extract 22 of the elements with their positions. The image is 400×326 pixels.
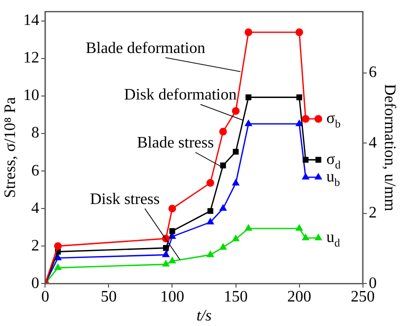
y2-axis-title: Deformation, u/mm <box>381 84 398 212</box>
y-tick-label: 4 <box>31 200 40 217</box>
annotation: Blade stress <box>136 134 214 152</box>
y2-tick-label: 2 <box>368 204 377 222</box>
y-tick-label: 14 <box>23 12 40 30</box>
y-tick-label: 6 <box>31 162 40 180</box>
y2-tick-label: 6 <box>368 64 377 82</box>
annotation: Disk stress <box>90 190 160 208</box>
x-tick-label: 200 <box>287 288 312 306</box>
y-tick-label: 8 <box>31 124 40 142</box>
x-tick-label: 50 <box>100 288 117 306</box>
y2-tick-label: 4 <box>368 134 377 152</box>
x-axis-title: t/s <box>196 308 212 325</box>
annotation: Blade deformation <box>86 40 206 57</box>
annotation: Disk deformation <box>124 86 237 104</box>
y-axis-title: Stress, σ/10⁸ Pa <box>2 97 19 198</box>
y-tick-label: 10 <box>23 87 40 104</box>
x-tick-label: 150 <box>224 288 248 306</box>
y-tick-label: 0 <box>31 274 40 292</box>
y-tick-label: 2 <box>31 237 40 254</box>
x-tick-label: 100 <box>160 288 184 306</box>
y-tick-label: 12 <box>23 50 40 67</box>
